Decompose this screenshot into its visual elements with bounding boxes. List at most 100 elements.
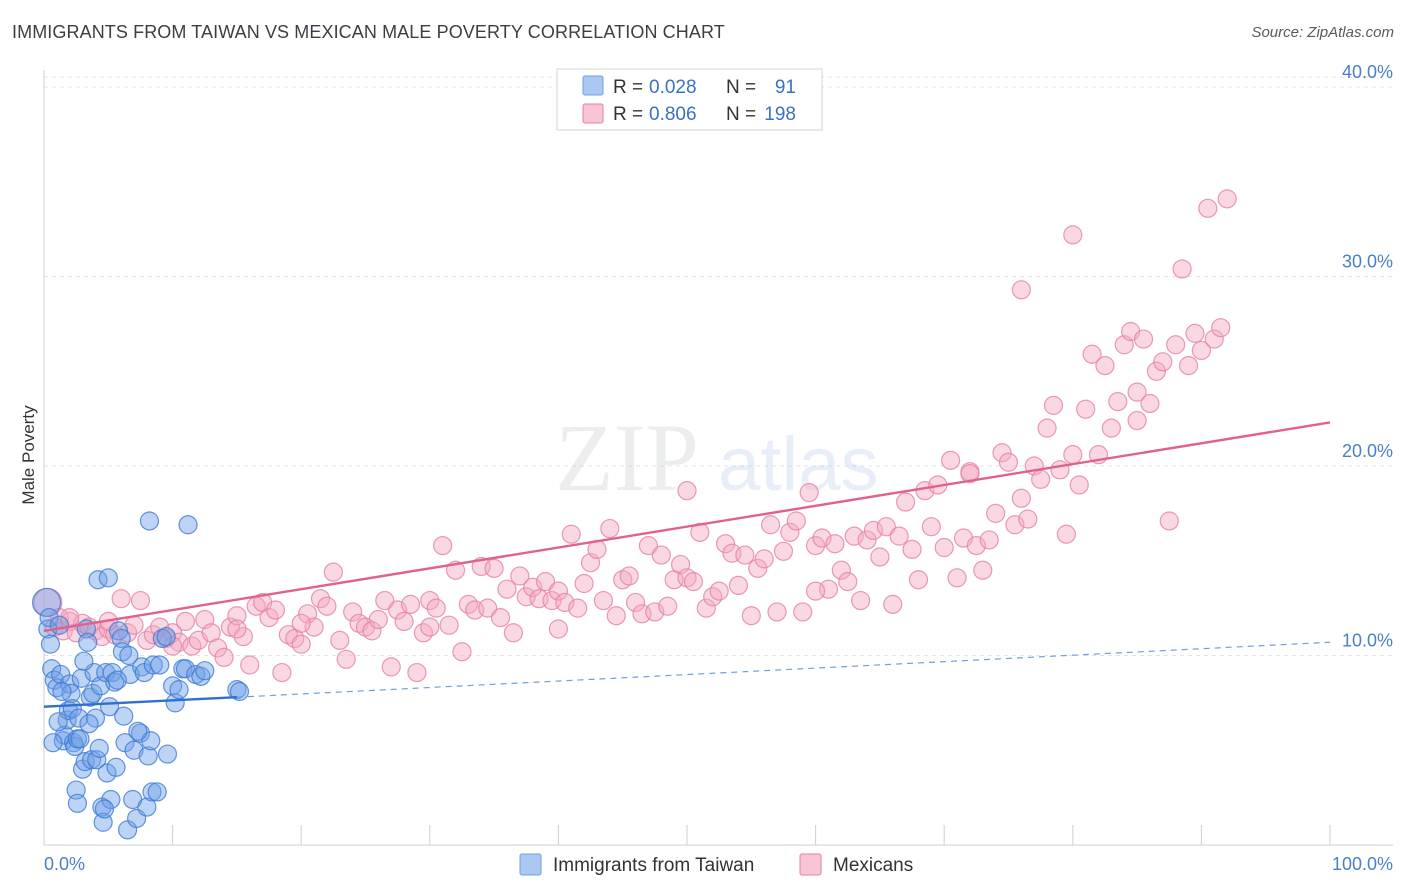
taiwan-point-29 bbox=[83, 683, 103, 704]
y-tick-label-2: 30.0% bbox=[1342, 252, 1393, 272]
mexicans-point-158 bbox=[1050, 460, 1070, 480]
mexicans-point-58 bbox=[407, 662, 427, 683]
mexicans-point-28 bbox=[214, 647, 234, 668]
mexicans-point-185 bbox=[960, 464, 980, 484]
taiwan-point-88 bbox=[119, 645, 139, 666]
y-tick-label-3: 40.0% bbox=[1342, 62, 1393, 82]
mexicans-point-105 bbox=[709, 581, 729, 601]
mexicans-point-152 bbox=[1011, 488, 1031, 508]
mexicans-point-156 bbox=[1037, 418, 1057, 438]
taiwan-point-64 bbox=[143, 655, 163, 675]
mexicans-point-120 bbox=[805, 536, 826, 556]
mexicans-point-88 bbox=[600, 518, 620, 539]
mexicans-point-78 bbox=[535, 572, 556, 592]
mexicans-point-193 bbox=[291, 613, 311, 633]
mexicans-point-135 bbox=[902, 539, 922, 560]
mexicans-point-82 bbox=[561, 524, 581, 544]
taiwan-point-71 bbox=[169, 680, 189, 700]
mexicans-point-109 bbox=[735, 545, 755, 565]
mexicans-point-45 bbox=[323, 562, 343, 582]
mexicans-point-80 bbox=[548, 581, 569, 601]
mexicans-point-115 bbox=[773, 541, 794, 561]
mexicans-point-133 bbox=[889, 526, 909, 546]
mexicans-point-54 bbox=[381, 657, 401, 677]
mexicans-point-37 bbox=[272, 662, 292, 683]
mexicans-point-184 bbox=[1217, 189, 1237, 209]
mexicans-point-31 bbox=[233, 626, 253, 647]
mexicans-point-62 bbox=[433, 536, 453, 556]
mexicans-point-60 bbox=[420, 590, 440, 611]
taiwan-point-63 bbox=[142, 782, 162, 802]
mexicans-point-12 bbox=[111, 589, 131, 609]
bottom-legend-label-taiwan: Immigrants from Taiwan bbox=[553, 855, 754, 876]
taiwan-point-60 bbox=[138, 746, 158, 766]
taiwan-point-21 bbox=[70, 729, 90, 749]
mexicans-point-186 bbox=[1011, 280, 1031, 300]
mexicans-point-194 bbox=[227, 619, 247, 639]
mexicans-point-174 bbox=[1153, 352, 1173, 372]
axes: 10.0% 20.0% 30.0% 40.0% 0.0% 100.0% bbox=[43, 62, 1393, 874]
mexicans-point-102 bbox=[690, 522, 710, 542]
taiwan-point-89 bbox=[128, 721, 148, 741]
data-points bbox=[31, 189, 1237, 840]
mexicans-point-123 bbox=[825, 534, 845, 554]
source-label: Source: ZipAtlas.com bbox=[1251, 24, 1394, 41]
taiwan-trend-line bbox=[43, 696, 237, 708]
mexicans-point-180 bbox=[1191, 340, 1212, 361]
mexicans-point-171 bbox=[1133, 329, 1154, 349]
mexicans-point-51 bbox=[362, 621, 382, 641]
mexicans-point-89 bbox=[606, 606, 626, 626]
taiwan-point-3 bbox=[40, 634, 61, 654]
mexicans-point-73 bbox=[503, 623, 523, 643]
bottom-legend-swatch-mexicans bbox=[799, 853, 822, 876]
mexicans-point-162 bbox=[1076, 399, 1096, 419]
mexicans-point-117 bbox=[786, 511, 806, 531]
mexicans-point-111 bbox=[748, 558, 768, 578]
taiwan-point-28 bbox=[81, 750, 102, 770]
mexicans-point-191 bbox=[548, 619, 569, 639]
mexicans-point-97 bbox=[658, 596, 678, 616]
mexicans-point-46 bbox=[330, 630, 350, 650]
mexicans-point-72 bbox=[497, 579, 517, 599]
mexicans-point-141 bbox=[941, 450, 961, 470]
legend-n-label-mexicans: N = bbox=[726, 104, 756, 125]
taiwan-point-2 bbox=[39, 608, 59, 628]
mexicans-point-178 bbox=[1178, 355, 1199, 376]
mexicans-point-160 bbox=[1063, 445, 1083, 465]
mexicans-point-172 bbox=[1140, 393, 1160, 414]
mexicans-point-35 bbox=[259, 608, 279, 628]
mexicans-point-32 bbox=[240, 655, 260, 675]
mexicans-point-84 bbox=[574, 573, 594, 594]
mexicans-point-134 bbox=[896, 492, 916, 512]
taiwan-point-83 bbox=[67, 793, 88, 813]
legend-r-value-taiwan: 0.028 bbox=[649, 77, 697, 98]
mexicans-point-165 bbox=[1095, 355, 1115, 376]
mexicans-point-103 bbox=[696, 598, 716, 618]
mexicans-point-147 bbox=[979, 530, 999, 550]
mexicans-point-101 bbox=[683, 572, 704, 592]
taiwan-point-74 bbox=[178, 515, 198, 535]
mexicans-point-155 bbox=[1031, 469, 1051, 489]
taiwan-point-87 bbox=[107, 670, 127, 690]
taiwan-point-73 bbox=[175, 659, 196, 679]
taiwan-point-79 bbox=[229, 681, 250, 702]
mexicans-point-47 bbox=[336, 649, 356, 669]
series-legend: Immigrants from Taiwan Mexicans bbox=[519, 853, 913, 876]
mexicans-point-42 bbox=[304, 617, 324, 637]
mexicans-point-74 bbox=[510, 566, 530, 586]
mexicans-point-131 bbox=[876, 517, 896, 537]
mexicans-point-132 bbox=[883, 594, 903, 614]
mexicans-point-63 bbox=[439, 615, 459, 635]
mexicans-point-136 bbox=[908, 570, 929, 590]
taiwan-point-54 bbox=[124, 740, 144, 760]
mexicans-point-53 bbox=[375, 590, 395, 611]
legend-n-value-mexicans: 198 bbox=[764, 104, 796, 125]
watermark: ZIP atlas bbox=[555, 404, 879, 511]
taiwan-point-7 bbox=[49, 615, 70, 635]
mexicans-point-48 bbox=[343, 602, 363, 622]
y-tick-label-1: 20.0% bbox=[1342, 441, 1393, 461]
taiwan-point-66 bbox=[150, 655, 170, 675]
mexicans-point-116 bbox=[780, 522, 800, 542]
mexicans-point-124 bbox=[831, 560, 851, 580]
